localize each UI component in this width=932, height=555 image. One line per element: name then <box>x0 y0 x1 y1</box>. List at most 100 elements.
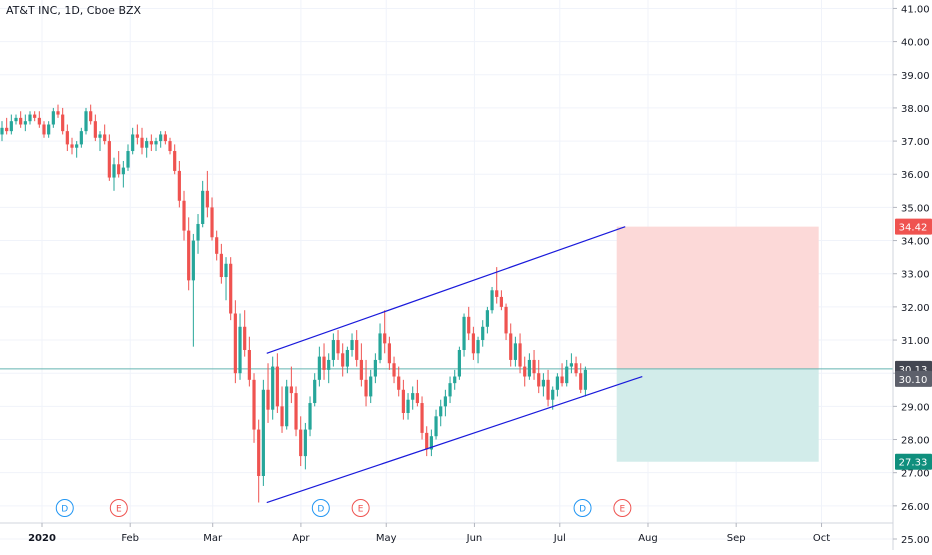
event-label: D <box>317 505 324 515</box>
candle-body <box>107 141 111 178</box>
event-label: E <box>620 505 626 515</box>
candle-body <box>42 124 46 135</box>
candle-body <box>364 379 368 397</box>
candle-body <box>33 114 37 118</box>
candle-body <box>308 403 312 430</box>
candle-body <box>467 316 471 334</box>
candle-body <box>485 310 489 327</box>
candle-body <box>168 141 172 152</box>
candle-body <box>229 263 233 314</box>
time-tick-label: May <box>376 533 397 544</box>
channel-upper-line[interactable] <box>266 226 626 354</box>
candle-body <box>196 223 200 241</box>
candle-body <box>345 349 349 367</box>
candle-body <box>439 406 443 417</box>
candle-body <box>322 356 326 370</box>
candle-body <box>476 340 480 354</box>
candle-body <box>336 340 340 354</box>
candle-body <box>112 164 116 178</box>
candle-body <box>79 131 83 145</box>
time-tick-label: Apr <box>292 533 310 544</box>
time-tick-label: Mar <box>203 533 223 544</box>
candle-body <box>397 376 401 390</box>
earnings-marker[interactable]: E <box>351 499 370 517</box>
time-axis[interactable]: 2020 Feb Mar Apr May Jun Jul Aug Sep Oct <box>0 522 893 544</box>
candle-body <box>551 389 555 400</box>
candle-body <box>392 363 396 377</box>
event-label: D <box>579 505 586 515</box>
candle-body <box>560 376 564 384</box>
candle-body <box>14 117 18 122</box>
position-tool[interactable] <box>616 226 819 462</box>
time-tick-label: 2020 <box>28 533 56 544</box>
channel-lower-line[interactable] <box>266 375 643 504</box>
candle-body <box>429 436 433 450</box>
candle-body <box>583 369 587 390</box>
candle-body <box>280 406 284 427</box>
candle-body <box>443 396 447 407</box>
candle-body <box>462 316 466 350</box>
candle-body <box>28 114 32 122</box>
take-profit-zone[interactable] <box>616 368 819 462</box>
candle-body <box>177 170 181 201</box>
price-tick-label: 28.00 <box>901 436 930 447</box>
price-tick-label: 40.00 <box>901 38 930 49</box>
dividend-marker[interactable]: D <box>55 499 74 517</box>
candle-body <box>495 290 499 297</box>
stop-loss-zone[interactable] <box>616 226 819 369</box>
trend-channel[interactable] <box>266 226 643 504</box>
candle-body <box>327 359 331 370</box>
candle-body <box>140 137 144 148</box>
candle-body <box>401 389 405 413</box>
event-circle <box>351 499 370 517</box>
candle-body <box>173 151 177 171</box>
candle-body <box>411 393 415 400</box>
dividend-marker[interactable]: D <box>311 499 330 517</box>
time-tick-label: Aug <box>638 533 658 544</box>
candle-body <box>84 111 88 132</box>
candle-body <box>266 389 270 410</box>
event-circle <box>613 499 632 517</box>
candle-body <box>499 296 503 307</box>
candle-body <box>243 326 247 350</box>
candle-body <box>355 340 359 360</box>
price-tick-label: 34.00 <box>901 237 930 248</box>
price-tick-label: 37.00 <box>901 137 930 148</box>
price-badge-label: 30.13 <box>899 365 928 376</box>
candle-body <box>182 200 186 231</box>
candle-body <box>574 363 578 374</box>
candle-body <box>37 117 41 125</box>
earnings-marker[interactable]: E <box>613 499 632 517</box>
event-circle <box>55 499 74 517</box>
candle-body <box>457 349 461 377</box>
candle-body <box>149 141 153 145</box>
candle-body <box>285 386 289 427</box>
price-tick-label: 36.00 <box>901 170 930 181</box>
candle-body <box>481 326 485 341</box>
candle-body <box>233 313 237 374</box>
price-tick-label: 32.00 <box>901 303 930 314</box>
candle-body <box>537 373 541 387</box>
candle-body <box>387 343 391 364</box>
price-badge-label: 30.10 <box>899 375 928 386</box>
candle-body <box>541 379 545 387</box>
candle-body <box>201 190 205 224</box>
candle-body <box>303 429 307 457</box>
time-tick-label: Feb <box>121 533 139 544</box>
dividend-marker[interactable]: D <box>573 499 592 517</box>
candle-body <box>65 131 69 145</box>
price-badge <box>895 453 932 470</box>
candle-body <box>257 429 261 476</box>
event-label: D <box>61 505 68 515</box>
time-tick-label: Jun <box>466 533 483 544</box>
candle-body <box>415 393 419 404</box>
candle-body <box>317 356 321 380</box>
event-circle <box>311 499 330 517</box>
earnings-marker[interactable]: E <box>109 499 128 517</box>
candle-body <box>513 343 517 360</box>
candle-body <box>359 359 363 380</box>
